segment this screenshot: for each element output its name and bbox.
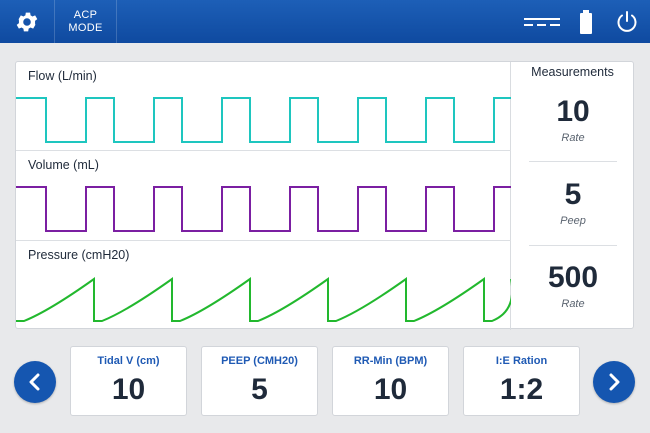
setting-label: I:E Ration bbox=[495, 355, 548, 367]
setting-label: RR-Min (BPM) bbox=[353, 355, 428, 367]
battery-indicator bbox=[568, 9, 604, 34]
setting-rr-min[interactable]: RR-Min (BPM) 10 bbox=[332, 346, 449, 416]
measurement-rate: 10 Rate bbox=[529, 88, 617, 162]
pressure-waveform-row: Pressure (cmH20) bbox=[16, 241, 511, 330]
waveform-area: Flow (L/min) Volume (mL) Pressure (cmH20… bbox=[16, 62, 511, 330]
measurement-value: 10 bbox=[556, 95, 590, 128]
flow-waveform-row: Flow (L/min) bbox=[16, 62, 511, 151]
dc-power-indicator bbox=[516, 16, 568, 28]
settings-button[interactable] bbox=[0, 0, 55, 43]
setting-label: Tidal V (cm) bbox=[97, 355, 160, 367]
dc-power-icon bbox=[524, 17, 560, 26]
flow-label: Flow (L/min) bbox=[28, 69, 97, 83]
volume-label: Volume (mL) bbox=[28, 158, 99, 172]
setting-value: 10 bbox=[373, 373, 408, 406]
chevron-right-icon bbox=[609, 373, 620, 391]
measurement-peep: 5 Peep bbox=[529, 162, 617, 246]
volume-waveform bbox=[16, 186, 511, 232]
power-icon bbox=[617, 10, 637, 32]
previous-button[interactable] bbox=[14, 361, 56, 403]
mode-line-1: ACP bbox=[73, 8, 98, 21]
setting-label: PEEP (CMH20) bbox=[221, 355, 298, 367]
measurement-label: Peep bbox=[560, 215, 586, 227]
measurements-title: Measurements bbox=[531, 65, 614, 79]
setting-peep[interactable]: PEEP (CMH20) 5 bbox=[201, 346, 318, 416]
measurement-value: 5 bbox=[564, 178, 582, 211]
mode-line-2: MODE bbox=[68, 21, 103, 34]
measurements-panel: Measurements 10 Rate 5 Peep 500 Rate bbox=[511, 62, 634, 330]
flow-trace bbox=[16, 97, 511, 143]
measurement-label: Rate bbox=[561, 298, 585, 310]
setting-value: 5 bbox=[251, 373, 268, 406]
pressure-label: Pressure (cmH20) bbox=[28, 248, 130, 262]
setting-value: 1:2 bbox=[499, 373, 544, 406]
measurement-value: 500 bbox=[547, 261, 599, 294]
mode-button[interactable]: ACP MODE bbox=[55, 0, 117, 43]
pressure-trace bbox=[16, 277, 511, 322]
pressure-waveform bbox=[16, 277, 511, 322]
setting-value: 10 bbox=[111, 373, 146, 406]
chevron-left-icon bbox=[29, 373, 40, 391]
top-bar: ACP MODE bbox=[0, 0, 650, 43]
next-button[interactable] bbox=[593, 361, 635, 403]
measurement-label: Rate bbox=[561, 132, 585, 144]
monitor-panel: Flow (L/min) Volume (mL) Pressure (cmH20… bbox=[15, 61, 634, 330]
power-button[interactable] bbox=[604, 10, 650, 34]
volume-waveform-row: Volume (mL) bbox=[16, 151, 511, 241]
gear-icon bbox=[16, 12, 38, 31]
setting-ie-ratio[interactable]: I:E Ration 1:2 bbox=[463, 346, 580, 416]
flow-waveform bbox=[16, 97, 511, 143]
battery-icon bbox=[580, 9, 592, 34]
setting-tidal-volume[interactable]: Tidal V (cm) 10 bbox=[70, 346, 187, 416]
measurement-volume: 500 Rate bbox=[529, 246, 617, 330]
volume-trace bbox=[16, 186, 511, 232]
